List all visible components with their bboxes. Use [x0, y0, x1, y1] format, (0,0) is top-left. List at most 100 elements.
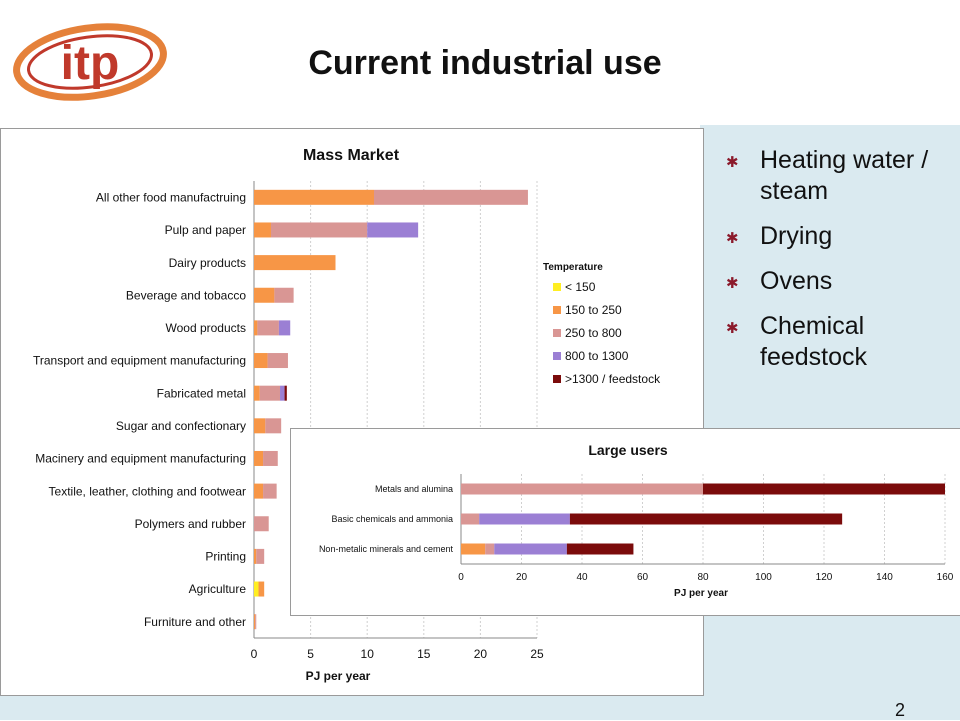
- bar-segment: [257, 320, 279, 336]
- category-label: Fabricated metal: [157, 386, 246, 400]
- legend-title: Temperature: [543, 262, 603, 273]
- x-tick-label: 15: [417, 647, 431, 661]
- x-tick-label: 20: [474, 647, 488, 661]
- category-label: Dairy products: [169, 256, 246, 270]
- bar-segment: [254, 483, 264, 499]
- bar-segment: [569, 513, 843, 525]
- bullet-item: ✱ Chemical feedstock: [722, 311, 958, 373]
- large-users-chart: Large users PJ per year 0 20 40 60 80 100 120 1…: [290, 428, 960, 616]
- category-label: Polymers and rubber: [135, 517, 246, 531]
- bar-segment: [254, 189, 374, 205]
- x-tick-label: 5: [307, 647, 314, 661]
- bullet-item: ✱ Heating water / steam: [722, 145, 958, 207]
- category-label: Furniture and other: [144, 615, 246, 629]
- bar-segment: [373, 189, 528, 205]
- bar-segment: [270, 222, 368, 238]
- itp-logo-graphic: itp: [13, 23, 167, 101]
- bar-segment: [284, 385, 287, 401]
- x-tick-label: 80: [697, 572, 709, 583]
- x-tick-label: 25: [530, 647, 544, 661]
- bar-segment: [254, 516, 269, 532]
- bar-segment: [254, 320, 258, 336]
- legend-swatch: [553, 375, 561, 383]
- category-label: Beverage and tobacco: [126, 288, 246, 302]
- x-tick-label: 40: [576, 572, 588, 583]
- logo-text: itp: [61, 37, 120, 90]
- legend-swatch: [553, 306, 561, 314]
- chart-title: Large users: [588, 442, 668, 458]
- bar-segment: [263, 450, 278, 466]
- bullet-item: ✱ Ovens: [722, 266, 958, 297]
- category-label: Agriculture: [189, 582, 247, 596]
- category-label: Macinery and equipment manufacturing: [35, 452, 246, 466]
- page-number: 2: [894, 700, 905, 720]
- x-tick-label: 120: [816, 572, 833, 583]
- bar-segment: [256, 548, 265, 564]
- bar-segment: [254, 255, 336, 271]
- legend-swatch: [553, 283, 561, 291]
- category-label: Non-metalic minerals and cement: [319, 544, 454, 554]
- bar-segment: [367, 222, 419, 238]
- bar-segment: [566, 543, 634, 555]
- category-label: Textile, leather, clothing and footwear: [49, 484, 246, 498]
- bullet-text: Chemical feedstock: [760, 312, 868, 371]
- large-users-chart-svg: Large users PJ per year 0 20 40 60 80 100 120 1…: [319, 442, 954, 599]
- asterisk-bullet-icon: ✱: [726, 230, 739, 247]
- bar-segment: [254, 581, 259, 597]
- bar-segment: [254, 353, 268, 369]
- bar-segment: [254, 385, 260, 401]
- bar-segment: [461, 513, 480, 525]
- asterisk-bullet-icon: ✱: [726, 154, 739, 171]
- category-label: Pulp and paper: [165, 223, 246, 237]
- bar-segment: [494, 543, 567, 555]
- bar-segment: [254, 287, 275, 303]
- legend-label: >1300 / feedstock: [565, 372, 661, 386]
- x-tick-label: 10: [361, 647, 375, 661]
- bullet-item: ✱ Drying: [722, 221, 958, 252]
- bullet-text: Heating water / steam: [760, 146, 929, 205]
- bar-segment: [278, 320, 291, 336]
- bar-segment: [254, 614, 256, 630]
- bar-segment: [254, 418, 266, 434]
- x-tick-label: 100: [755, 572, 772, 583]
- asterisk-bullet-icon: ✱: [726, 275, 739, 292]
- x-axis-label: PJ per year: [306, 669, 371, 683]
- x-axis-label: PJ per year: [674, 588, 728, 599]
- asterisk-bullet-icon: ✱: [726, 320, 739, 337]
- category-label: Printing: [205, 550, 246, 564]
- bar-segment: [255, 614, 257, 630]
- bar-segment: [254, 450, 264, 466]
- bullet-list: ✱ Heating water / steam ✱ Drying ✱ Ovens ✱ C…: [722, 145, 958, 387]
- category-label: Transport and equipment manufacturing: [33, 354, 246, 368]
- x-tick-label: 20: [516, 572, 528, 583]
- x-tick-label: 0: [458, 572, 464, 583]
- bar-segment: [280, 385, 285, 401]
- bar-segment: [258, 581, 265, 597]
- bar-segment: [485, 543, 495, 555]
- bar-segment: [274, 287, 294, 303]
- category-label: All other food manufactruing: [96, 191, 246, 205]
- legend-swatch: [553, 352, 561, 360]
- x-tick-label: 60: [637, 572, 649, 583]
- bar-segment: [267, 353, 288, 369]
- bar-segment: [461, 483, 703, 495]
- category-label: Basic chemicals and ammonia: [331, 514, 453, 524]
- category-label: Sugar and confectionary: [116, 419, 246, 433]
- bar-segment: [479, 513, 570, 525]
- bullet-text: Ovens: [760, 267, 833, 295]
- bar-segment: [259, 385, 281, 401]
- bar-segment: [254, 548, 257, 564]
- bar-segment: [703, 483, 945, 495]
- x-tick-label: 0: [251, 647, 258, 661]
- category-label: Wood products: [166, 321, 247, 335]
- mass-market-chart-svg: Mass Market PJ per year Temperature 0 5 10…: [33, 147, 661, 683]
- bar-segment: [254, 222, 271, 238]
- bar-segment: [461, 543, 486, 555]
- x-tick-label: 140: [876, 572, 893, 583]
- chart-title: Mass Market: [303, 147, 400, 164]
- category-label: Metals and alumina: [375, 484, 453, 494]
- legend-label: < 150: [565, 280, 596, 294]
- legend-label: 800 to 1300: [565, 349, 629, 363]
- bar-segment: [265, 418, 282, 434]
- x-tick-label: 160: [937, 572, 954, 583]
